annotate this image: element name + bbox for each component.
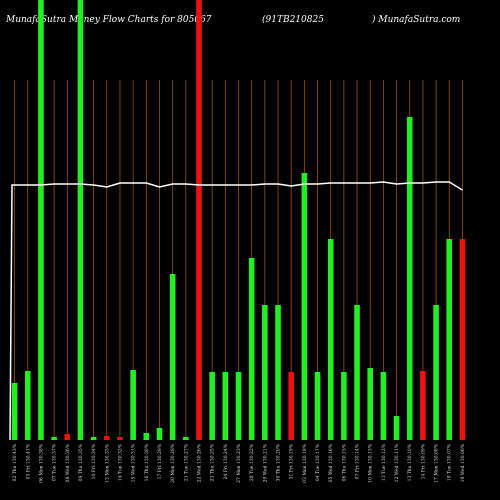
x-tick-label: 06 Thu 130.15% <box>341 443 347 481</box>
x-tick-label: 23 Thu 130.25% <box>210 443 216 481</box>
bar <box>235 372 242 440</box>
x-tick-label: 18 Tue 130.07% <box>447 443 453 481</box>
x-tick-label: 07 Fri 130.14% <box>355 443 361 479</box>
bar <box>367 368 374 440</box>
x-tick-label: 02 Thu 130.43% <box>12 443 18 481</box>
bar <box>459 239 466 440</box>
x-tick-label: 04 Tue 130.17% <box>315 443 321 481</box>
bar <box>341 372 347 440</box>
site-name: ) MunafaSutra.com <box>371 14 460 25</box>
bar <box>64 434 71 440</box>
bar <box>275 305 281 440</box>
x-tick-label: 17 Mon 130.08% <box>434 443 440 483</box>
x-tick-label: 24 Fri 130.24% <box>223 443 229 479</box>
bar <box>130 370 136 440</box>
bar <box>183 437 189 440</box>
x-tick-label: 29 Wed 130.21% <box>262 443 268 482</box>
x-tick-label: 07 Tue 130.37% <box>52 443 58 481</box>
x-tick-label: 21 Tue 130.27% <box>183 443 189 481</box>
bar <box>77 0 84 440</box>
bar <box>420 371 426 440</box>
line <box>14 181 463 191</box>
x-tick-label: 06 Mon 130.38% <box>38 443 44 483</box>
x-tick-label: 05 Wed 130.16% <box>328 443 334 482</box>
bar <box>117 437 123 440</box>
x-tick-label: 08 Wed 130.36% <box>65 443 71 482</box>
x-tick-label: 10 Fri 130.34% <box>91 443 97 479</box>
bar <box>393 416 400 440</box>
lead-in <box>9 184 15 441</box>
x-tick-label: 30 Thu 130.20% <box>276 443 282 481</box>
bar <box>327 239 334 440</box>
x-tick-label: 09 Thu 130.35% <box>78 443 84 481</box>
chart-title: MunafaSutra Money Flow Charts for 805067 <box>5 15 212 25</box>
bar <box>24 371 31 440</box>
x-tick-label: 16 Thu 130.30% <box>144 443 150 481</box>
x-tick-label: 31 Fri 130.19% <box>289 443 295 479</box>
x-tick-label: 28 Tue 130.22% <box>249 443 255 481</box>
x-tick-label: 22 Wed 130.26% <box>196 443 202 482</box>
bar <box>288 372 294 440</box>
bar <box>90 437 97 440</box>
x-tick-label: 17 Fri 130.29% <box>157 443 163 479</box>
x-tick-label: 20 Mon 130.28% <box>170 443 176 483</box>
bar <box>433 305 439 440</box>
bar <box>156 428 163 440</box>
bar <box>196 0 202 440</box>
x-tick-label: 13 Thu 130.10% <box>407 443 413 481</box>
bar <box>209 372 215 440</box>
x-tick-label: 12 Wed 130.11% <box>394 443 400 482</box>
bar <box>248 258 255 440</box>
bar <box>51 437 57 440</box>
bar <box>169 274 176 440</box>
bar <box>380 372 387 440</box>
x-tick-label: 13 Mon 130.33% <box>104 443 110 483</box>
x-tick-label: 15 Wed 130.31% <box>131 443 137 482</box>
bar <box>406 117 413 440</box>
x-tick-label: 03 Fri 130.41% <box>25 443 31 479</box>
bar <box>222 372 229 440</box>
x-tick-label: 19 Wed 130.06% <box>460 443 466 482</box>
bar <box>38 0 44 440</box>
x-tick-label: 27 Mon 130.23% <box>236 443 242 483</box>
x-tick-label: 03 Mon 130.18% <box>302 443 308 483</box>
bar <box>103 436 110 440</box>
x-tick-label: 14 Fri 130.09% <box>420 443 426 479</box>
x-tick-label: 14 Tue 130.32% <box>117 443 123 481</box>
bar <box>11 383 18 440</box>
x-tick-label: 11 Tue 130.12% <box>381 443 387 481</box>
bar <box>301 173 308 440</box>
bar <box>354 305 360 440</box>
bar <box>314 372 321 440</box>
bar <box>262 305 268 440</box>
x-tick-label: 10 Mon 130.13% <box>368 443 374 483</box>
bar <box>446 239 453 440</box>
chart-subtitle: (91TB210825 <box>262 14 324 25</box>
bar <box>143 433 150 440</box>
